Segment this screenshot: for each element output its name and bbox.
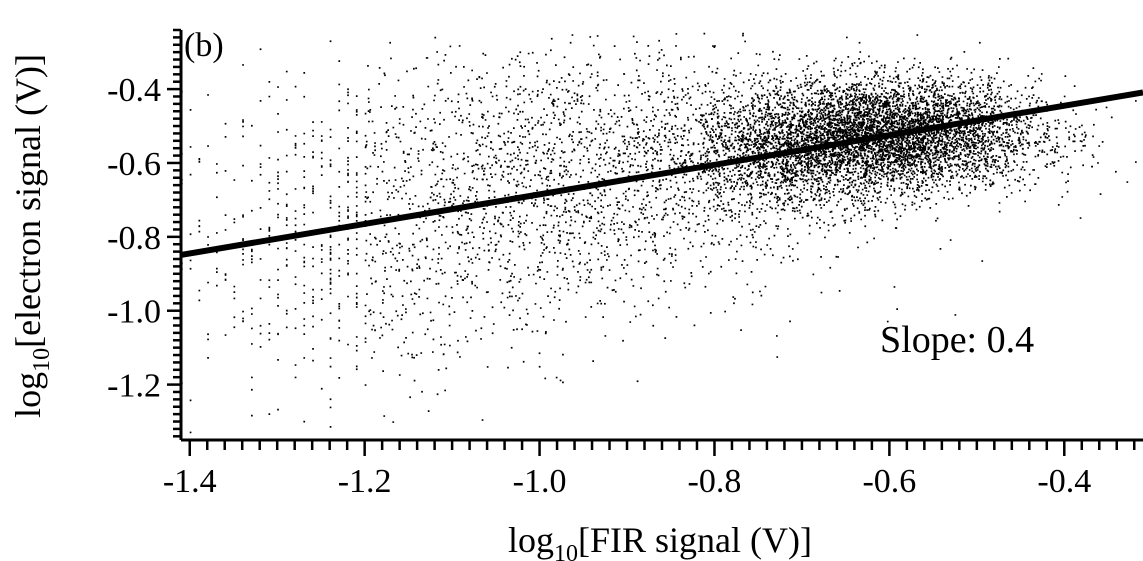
y-tick-label: -1.2 (107, 368, 161, 405)
x-tick-label: -0.6 (862, 463, 916, 500)
x-axis-title-text: [FIR signal (V)] (578, 520, 812, 560)
x-axis-title: log10[FIR signal (V)] (508, 520, 812, 561)
x-axis-title-subscript: 10 (554, 541, 578, 561)
x-tick-label: -0.8 (688, 463, 742, 500)
panel-label: (b) (184, 27, 224, 64)
x-axis-title-prefix: log (508, 520, 554, 560)
fit-line (180, 89, 1143, 258)
x-tick-label: -0.4 (1037, 463, 1091, 500)
x-tick-label: -1.2 (338, 463, 392, 500)
y-axis-title-subscript: 10 (29, 348, 55, 372)
y-tick-label: -0.8 (107, 220, 161, 257)
x-tick-label: -1.0 (513, 463, 567, 500)
axes: -1.4 -1.2 -1.0 -0.8 -0.6 -0.4 -1.2 -1.0 -0.8 -0.6… (107, 28, 1143, 500)
y-axis-title-text: [electron signal (V)] (8, 54, 48, 348)
y-tick-label: -0.4 (107, 72, 161, 109)
y-tick-label: -1.0 (107, 294, 161, 331)
y-tick-label: -0.6 (107, 146, 161, 183)
x-tick-label: -1.4 (163, 463, 217, 500)
y-axis-title-prefix: log (8, 372, 48, 418)
y-axis-title: log10[electron signal (V)] (8, 54, 55, 418)
slope-annotation: Slope: 0.4 (880, 319, 1034, 361)
fit-line-layer (180, 89, 1143, 258)
labels: (b) Slope: 0.4 log10[FIR signal (V)] log… (8, 27, 1034, 561)
